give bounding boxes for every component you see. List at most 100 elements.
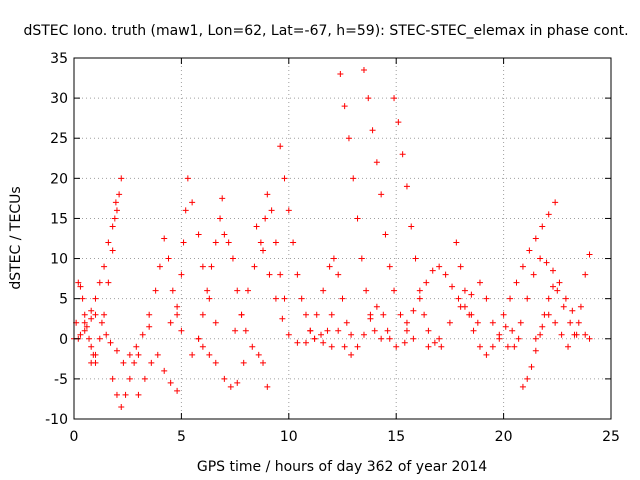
y-tick-label: 10: [50, 252, 68, 268]
data-point: [88, 343, 95, 350]
data-point: [141, 375, 148, 382]
data-point: [500, 311, 507, 318]
x-tick-label: 20: [495, 429, 513, 445]
data-point: [537, 255, 544, 262]
data-point: [354, 215, 361, 222]
data-point: [244, 287, 251, 294]
data-point: [189, 199, 196, 206]
data-point: [556, 279, 563, 286]
data-point: [195, 335, 202, 342]
data-point: [88, 359, 95, 366]
data-point: [268, 207, 275, 214]
data-point: [489, 343, 496, 350]
data-point: [391, 95, 398, 102]
data-point: [457, 263, 464, 270]
x-tick-label: 5: [177, 429, 186, 445]
data-point: [219, 195, 226, 202]
data-point: [550, 267, 557, 274]
data-point: [86, 335, 93, 342]
data-point: [436, 335, 443, 342]
data-point: [341, 343, 348, 350]
data-point: [425, 327, 432, 334]
data-point: [195, 231, 202, 238]
data-point: [112, 199, 119, 206]
data-point: [118, 403, 125, 410]
y-tick-label: 20: [50, 171, 68, 187]
data-point: [371, 327, 378, 334]
data-point: [204, 287, 211, 294]
data-point: [208, 263, 215, 270]
data-point: [438, 343, 445, 350]
data-point: [122, 391, 129, 398]
data-point: [530, 271, 537, 278]
data-point: [133, 343, 140, 350]
data-point: [255, 351, 262, 358]
data-point: [453, 239, 460, 246]
data-point: [272, 295, 279, 302]
y-axis-label: dSTEC / TECUs: [8, 186, 24, 289]
data-point: [384, 327, 391, 334]
data-point: [507, 295, 514, 302]
data-point: [360, 331, 367, 338]
data-point: [101, 311, 108, 318]
data-point: [575, 319, 582, 326]
data-point: [260, 247, 267, 254]
data-point: [307, 327, 314, 334]
data-point: [189, 351, 196, 358]
y-tick-label: -10: [45, 412, 68, 428]
data-point: [552, 319, 559, 326]
series-11: [232, 191, 288, 334]
data-point: [457, 303, 464, 310]
data-point: [277, 271, 284, 278]
data-point: [517, 319, 524, 326]
data-point: [369, 127, 376, 134]
data-point: [408, 223, 415, 230]
data-point: [350, 175, 357, 182]
data-point: [386, 263, 393, 270]
data-point: [545, 211, 552, 218]
series-4: [109, 351, 142, 410]
data-point: [373, 159, 380, 166]
data-point: [320, 339, 327, 346]
data-point: [126, 375, 133, 382]
data-point: [320, 287, 327, 294]
data-point: [483, 295, 490, 302]
data-point: [178, 327, 185, 334]
x-axis-ticks: 0 5 10 15 20 25: [70, 58, 620, 445]
series-0: [71, 279, 99, 366]
data-point: [152, 287, 159, 294]
data-point: [298, 295, 305, 302]
data-point: [519, 263, 526, 270]
data-point: [135, 391, 142, 398]
data-point: [313, 311, 320, 318]
data-point: [234, 287, 241, 294]
data-point: [348, 351, 355, 358]
data-point: [260, 359, 267, 366]
data-point: [225, 239, 232, 246]
data-point: [113, 391, 120, 398]
data-point: [154, 351, 161, 358]
data-point: [161, 367, 168, 374]
data-point: [341, 103, 348, 110]
y-tick-label: -5: [54, 372, 68, 388]
data-point: [174, 303, 181, 310]
data-point: [212, 319, 219, 326]
data-point: [221, 375, 228, 382]
data-point: [251, 263, 258, 270]
data-point: [109, 375, 116, 382]
data-point: [92, 351, 99, 358]
data-point: [77, 331, 84, 338]
data-point: [266, 271, 273, 278]
data-point: [294, 339, 301, 346]
data-point: [391, 287, 398, 294]
data-point: [416, 287, 423, 294]
data-point: [335, 271, 342, 278]
data-point: [395, 119, 402, 126]
data-point: [103, 331, 110, 338]
data-point: [537, 331, 544, 338]
data-point: [167, 379, 174, 386]
data-point: [199, 263, 206, 270]
x-axis-label: GPS time / hours of day 362 of year 2014: [197, 459, 487, 475]
data-point: [240, 359, 247, 366]
series-5: [135, 351, 181, 398]
